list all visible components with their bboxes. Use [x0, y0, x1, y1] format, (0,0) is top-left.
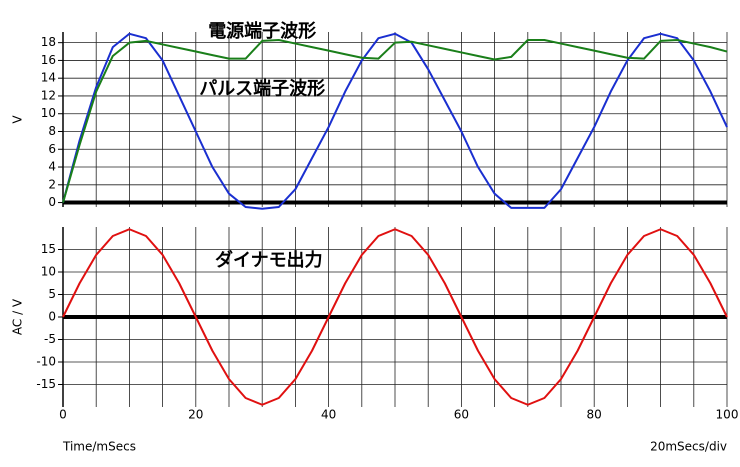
y-tick-label: 2: [48, 177, 56, 191]
x-tick-label: 80: [587, 408, 602, 422]
y-tick-label: 4: [48, 160, 56, 174]
series-line: [62, 228, 728, 406]
y-tick-label: -5: [44, 332, 56, 346]
annotation: ダイナモ出力: [215, 249, 323, 271]
annotation: 電源端子波形: [208, 20, 316, 42]
y-tick-label: 10: [41, 265, 56, 279]
y-tick-label: 6: [48, 142, 56, 156]
series-line: [62, 38, 728, 203]
y-tick-label: 8: [48, 124, 56, 138]
y-tick-label: -10: [36, 355, 56, 369]
y-tick-label: 0: [48, 310, 56, 324]
x-tick-label: 60: [454, 408, 469, 422]
y-axis-label: AC / V: [11, 298, 25, 335]
y-tick-label: 15: [41, 242, 56, 256]
y-tick-label: 16: [41, 53, 56, 67]
y-tick-label: 0: [48, 195, 56, 209]
y-tick-label: 14: [41, 71, 56, 85]
x-tick-label: 100: [716, 408, 739, 422]
x-axis-label: Time/mSecs: [62, 440, 136, 454]
y-tick-label: 10: [41, 106, 56, 120]
y-axis-label: V: [11, 115, 25, 124]
y-tick-label: -15: [36, 377, 56, 391]
scale-note: 20mSecs/div: [650, 440, 727, 454]
series-line: [62, 32, 728, 210]
x-tick-label: 20: [188, 408, 203, 422]
x-tick-label: 0: [59, 408, 67, 422]
y-tick-label: 18: [41, 35, 56, 49]
y-tick-label: 12: [41, 88, 56, 102]
x-tick-label: 40: [321, 408, 336, 422]
annotation: パルス端子波形: [199, 78, 325, 100]
y-tick-label: 5: [48, 287, 56, 301]
